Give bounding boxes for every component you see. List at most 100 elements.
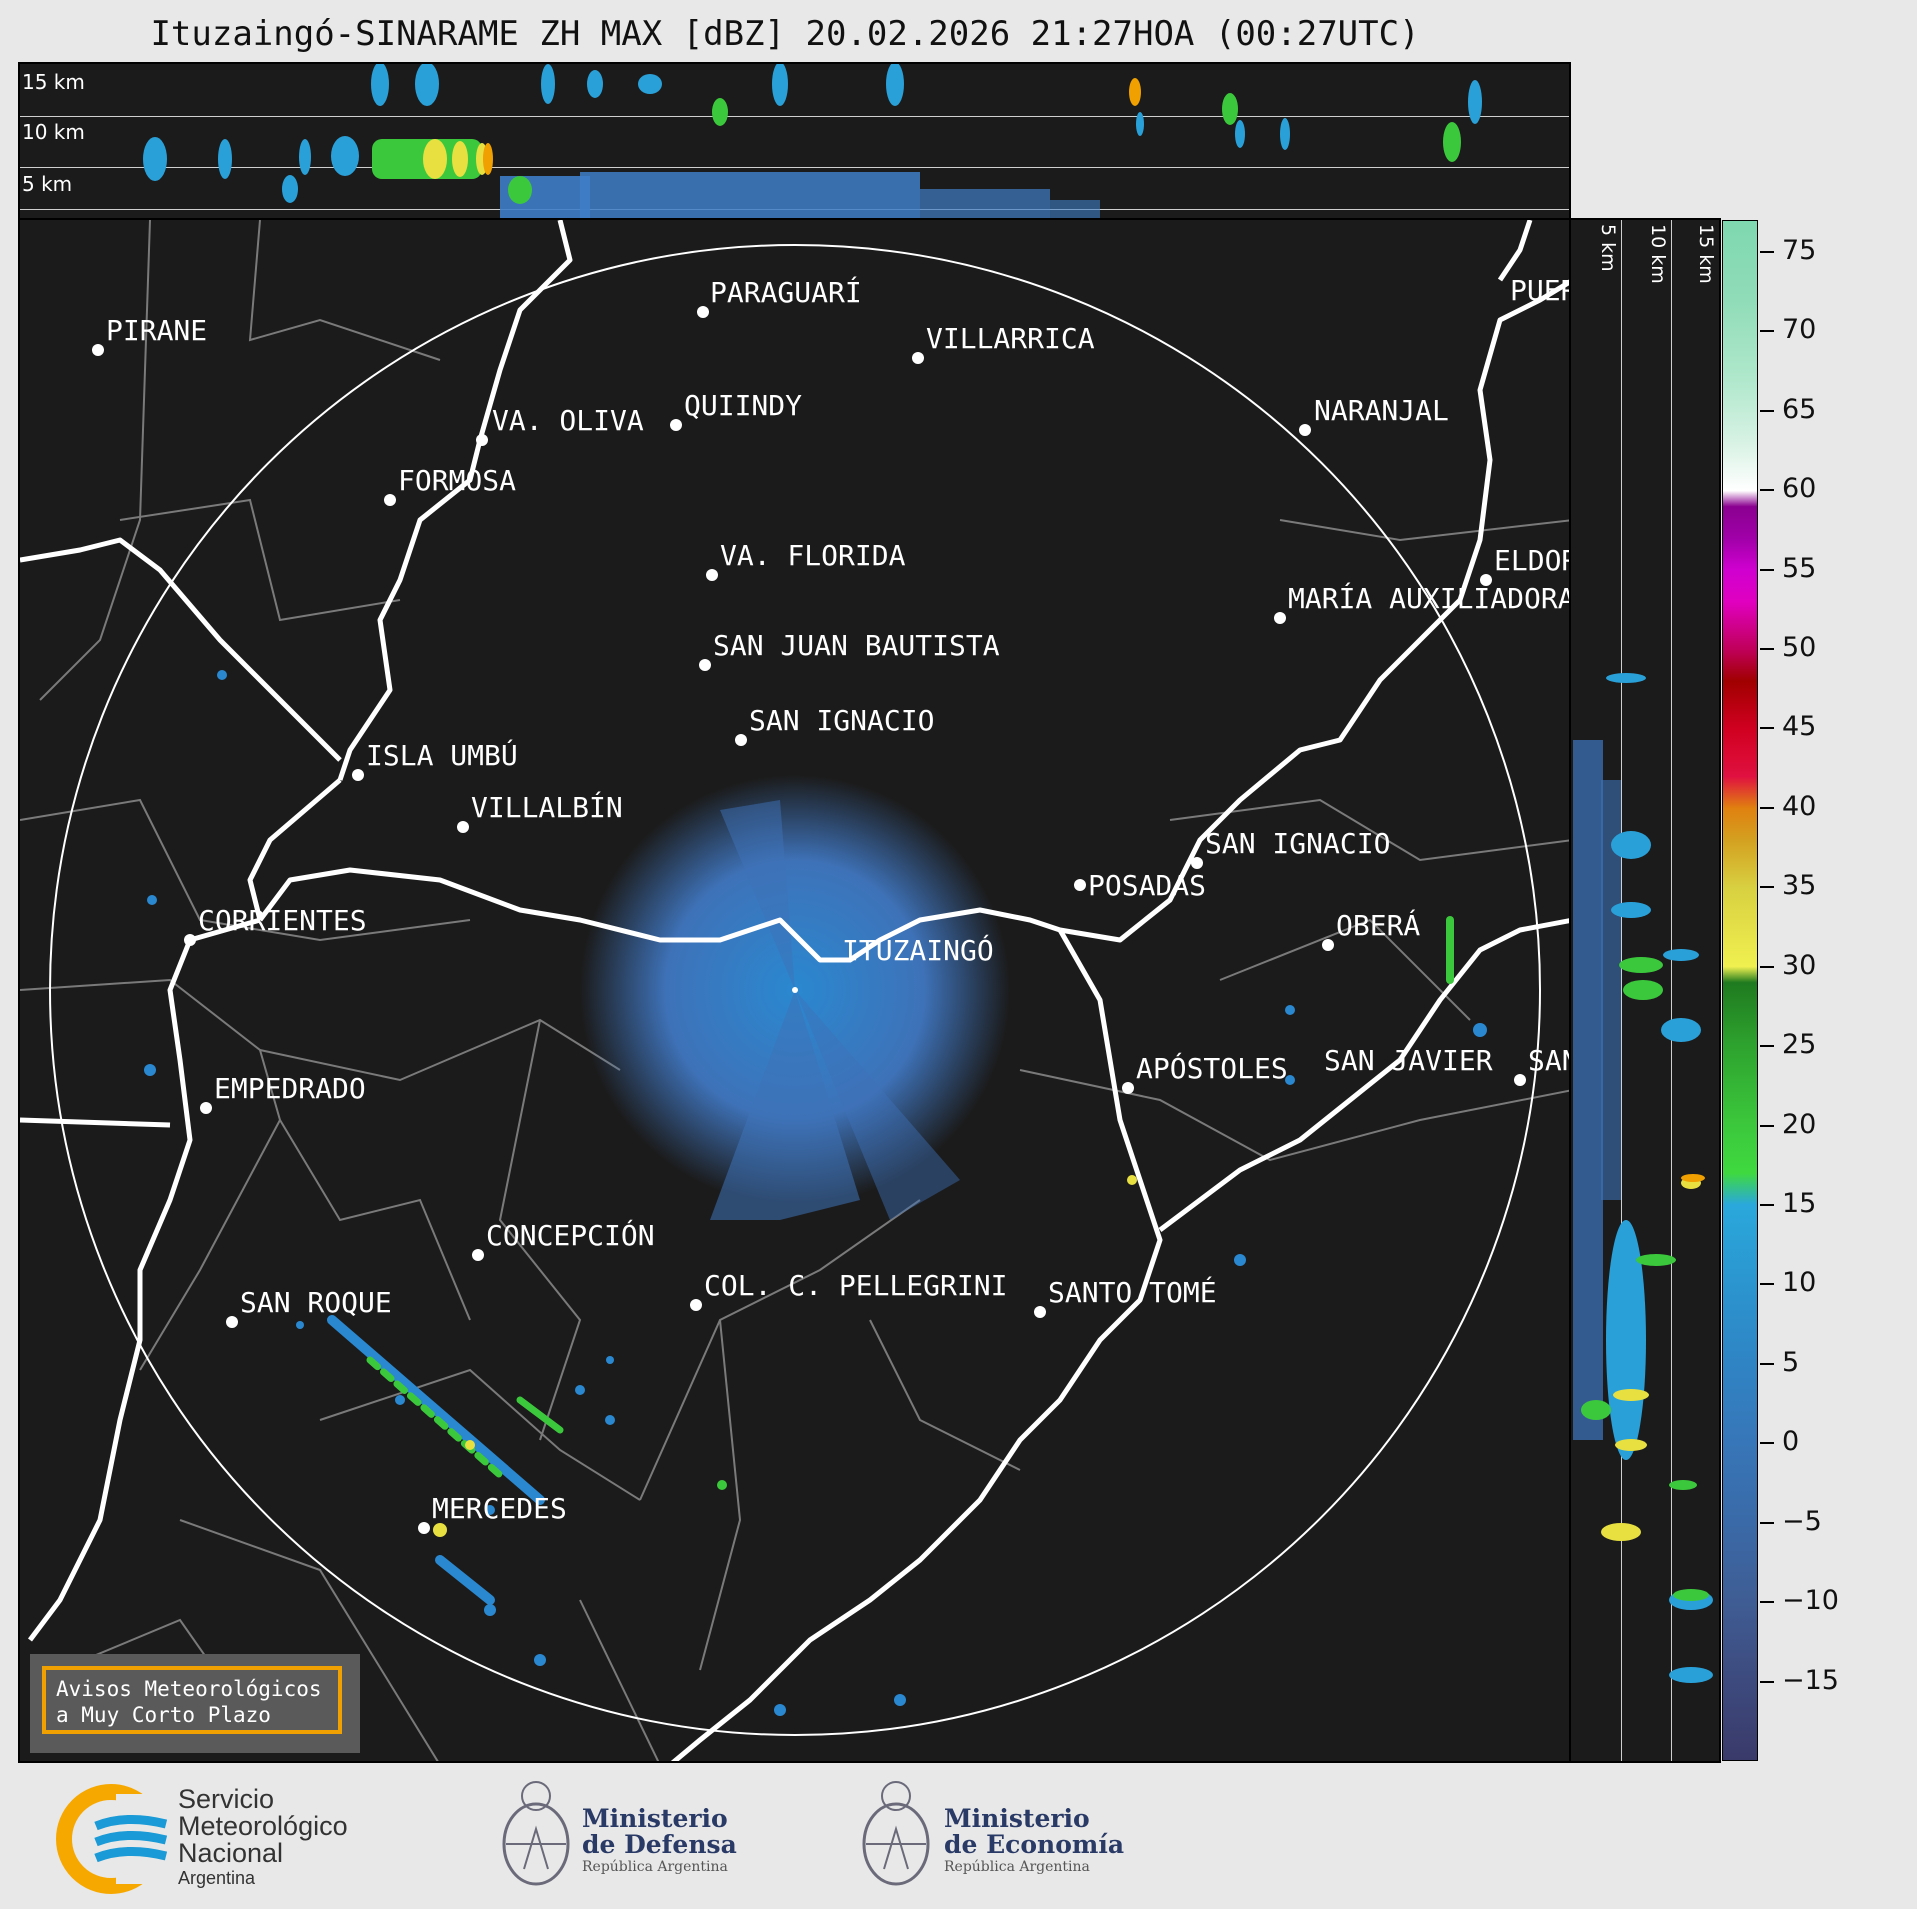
colorbar-tick-label: −15 [1782,1664,1839,1696]
city-label: SAN IGNACIO [1205,827,1390,860]
colorbar-tick-mark [1760,1203,1774,1206]
city-label: ISLA UMBÚ [366,738,518,772]
city-marker [706,569,718,581]
notice-line-2: a Muy Corto Plazo [56,1703,271,1727]
echo-plume [710,990,860,1220]
colorbar-tick-mark [1760,250,1774,253]
city-label: OBERÁ [1336,908,1420,942]
city-label: MARÍA AUXILIADORA [1288,581,1571,615]
colorbar-tick-mark [1760,727,1774,730]
colorbar-tick-label: 0 [1782,1426,1800,1458]
city-layer [92,306,1526,1534]
city-label: ELDORADO [1494,544,1571,577]
side-alt-label-10km: 10 km [1647,224,1669,284]
smn-line-1: Servicio [178,1784,275,1814]
alt-label-5km: 5 km [22,172,73,196]
colorbar-tick-label: 45 [1782,711,1817,743]
scattered-echoes [144,670,1487,1716]
colorbar-tick-mark [1760,886,1774,889]
colorbar-tick-label: 55 [1782,552,1817,584]
echo-band [580,172,920,218]
city-marker [352,769,364,781]
grid-line-15km [20,116,1569,117]
city-label: QUIINDY [684,389,802,422]
side-echoes [1573,673,1713,1683]
echo-band [920,189,1050,218]
city-marker [92,344,104,356]
economia-line-3: República Argentina [944,1859,1090,1875]
city-label: SAN JUAN BAUTISTA [713,629,1000,662]
colorbar-tick-label: 25 [1782,1029,1817,1061]
colorbar-tick-mark [1760,1601,1774,1604]
economia-line-2: de Economía [944,1830,1125,1859]
city-marker [472,1249,484,1261]
city-label: COL. C. PELLEGRINI [704,1269,1007,1302]
city-marker [1274,612,1286,624]
city-label: VA. OLIVA [492,404,644,437]
economia-logo-text: Ministerio de Economía República Argenti… [944,1806,1124,1876]
city-marker [1299,424,1311,436]
colorbar-tick-label: −5 [1782,1505,1822,1537]
colorbar-tick-label: 30 [1782,949,1817,981]
city-marker [1322,939,1334,951]
city-marker [1074,879,1086,891]
range-ring [49,244,1541,1736]
colorbar-tick-label: 35 [1782,870,1817,902]
radar-site-label: ITUZAINGÓ [842,933,994,967]
city-labels: PIRANE PARAGUARÍ VILLARRICA QUIINDY VA. … [106,274,1571,1525]
smn-logo-text: Servicio Meteorológico Nacional Argentin… [178,1786,348,1889]
colorbar-tick-mark [1760,1680,1774,1683]
colorbar-tick-mark [1760,409,1774,412]
city-marker [184,934,196,946]
city-label: VA. FLORIDA [720,539,906,572]
city-label: SAN [1528,1044,1571,1077]
city-label: POSADAS [1088,869,1206,902]
colorbar-tick-label: 60 [1782,473,1817,505]
radar-map: PIRANE PARAGUARÍ VILLARRICA QUIINDY VA. … [18,218,1571,1763]
colorbar-tick-mark [1760,647,1774,650]
defensa-line-1: Ministerio [582,1804,728,1833]
side-alt-label-15km: 15 km [1695,224,1717,284]
city-marker [1480,574,1492,586]
colorbar-tick-label: 20 [1782,1108,1817,1140]
economia-seal-icon [862,1781,930,1886]
colorbar [1722,220,1758,1761]
alt-label-10km: 10 km [22,120,85,144]
city-marker [697,306,709,318]
colorbar-tick-label: 15 [1782,1187,1817,1219]
city-label: VILLALBÍN [471,790,623,824]
city-label: CONCEPCIÓN [486,1218,655,1252]
city-label: VILLARRICA [926,322,1095,355]
colorbar-tick-mark [1760,1045,1774,1048]
radar-site-marker [792,987,798,993]
city-marker [418,1522,430,1534]
echo-plume [720,800,795,990]
city-label: MERCEDES [432,1492,567,1525]
colorbar-tick-mark [1760,330,1774,333]
grid-line-10km [1671,220,1672,1761]
defensa-line-3: República Argentina [582,1859,728,1875]
notice-box: Avisos Meteorológicos a Muy Corto Plazo [30,1654,360,1753]
city-marker [457,821,469,833]
city-label: SAN ROQUE [240,1286,392,1319]
colorbar-tick-mark [1760,489,1774,492]
chart-title: Ituzaingó-SINARAME ZH MAX [dBZ] 20.02.20… [150,14,1420,54]
colorbar-tick-mark [1760,1521,1774,1524]
city-marker [384,494,396,506]
city-marker [1034,1306,1046,1318]
top-echoes [143,64,1482,218]
city-marker [912,352,924,364]
city-marker [735,734,747,746]
economia-line-1: Ministerio [944,1804,1090,1833]
colorbar-tick-mark [1760,1124,1774,1127]
city-label: APÓSTOLES [1136,1051,1288,1085]
city-label: CORRIENTES [198,904,367,937]
smn-logo-icon [56,1784,176,1894]
colorbar-tick-label: 75 [1782,234,1817,266]
smn-line-2: Meteorológico [178,1811,348,1841]
defensa-line-2: de Defensa [582,1830,737,1859]
colorbar-tick-label: 70 [1782,314,1817,346]
city-marker [226,1316,238,1328]
echo-band [1050,200,1100,218]
colorbar-tick-label: 10 [1782,1267,1817,1299]
